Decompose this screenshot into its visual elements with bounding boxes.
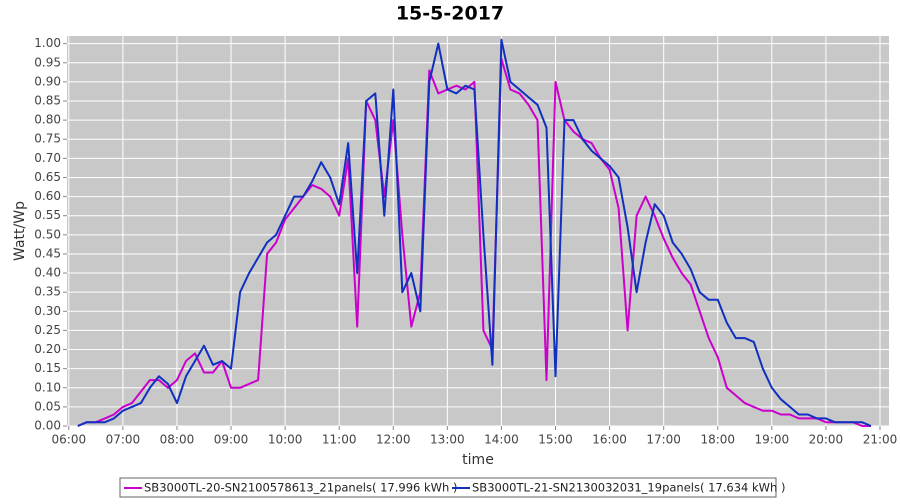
y-tick-label: 0.60 bbox=[34, 189, 61, 203]
x-tick-label: 20:00 bbox=[809, 433, 844, 447]
y-axis-label: Watt/Wp bbox=[12, 201, 28, 261]
y-tick-label: 0.20 bbox=[34, 342, 61, 356]
y-tick-label: 0.25 bbox=[34, 323, 61, 337]
x-tick-label: 10:00 bbox=[268, 433, 303, 447]
y-tick-label: 0.00 bbox=[34, 419, 61, 433]
y-tick-label: 0.50 bbox=[34, 227, 61, 241]
y-tick-label: 0.55 bbox=[34, 208, 61, 222]
y-tick-label: 0.95 bbox=[34, 55, 61, 69]
x-tick-label: 09:00 bbox=[214, 433, 249, 447]
x-tick-label: 17:00 bbox=[646, 433, 681, 447]
y-tick-label: 0.90 bbox=[34, 74, 61, 88]
y-tick-label: 0.15 bbox=[34, 361, 61, 375]
y-tick-label: 0.40 bbox=[34, 266, 61, 280]
y-tick-label: 0.30 bbox=[34, 304, 61, 318]
y-tick-label: 1.00 bbox=[34, 36, 61, 50]
x-tick-label: 18:00 bbox=[700, 433, 735, 447]
x-tick-label: 08:00 bbox=[160, 433, 195, 447]
y-tick-label: 0.35 bbox=[34, 285, 61, 299]
x-tick-label: 13:00 bbox=[430, 433, 465, 447]
y-tick-label: 0.80 bbox=[34, 113, 61, 127]
legend-label: SB3000TL-21-SN2130032031_19panels( 17.63… bbox=[472, 481, 785, 495]
x-axis-label: time bbox=[462, 452, 494, 468]
y-tick-label: 0.65 bbox=[34, 170, 61, 184]
y-tick-label: 0.10 bbox=[34, 380, 61, 394]
x-tick-label: 06:00 bbox=[52, 433, 87, 447]
x-tick-label: 12:00 bbox=[376, 433, 411, 447]
series-line bbox=[77, 57, 871, 427]
y-tick-label: 0.05 bbox=[34, 399, 61, 413]
x-tick-label: 07:00 bbox=[106, 433, 141, 447]
x-tick-label: 14:00 bbox=[484, 433, 519, 447]
x-tick-label: 16:00 bbox=[592, 433, 627, 447]
y-tick-label: 0.85 bbox=[34, 94, 61, 108]
series-line bbox=[77, 38, 872, 427]
legend bbox=[119, 477, 777, 498]
chart-title: 15-5-2017 bbox=[396, 3, 504, 25]
y-tick-label: 0.45 bbox=[34, 246, 61, 260]
y-tick-label: 0.70 bbox=[34, 151, 61, 165]
x-tick-label: 15:00 bbox=[538, 433, 573, 447]
x-tick-label: 21:00 bbox=[863, 433, 898, 447]
legend-label: SB3000TL-20-SN2100578613_21panels( 17.99… bbox=[144, 481, 457, 495]
x-tick-label: 19:00 bbox=[755, 433, 790, 447]
x-tick-label: 11:00 bbox=[322, 433, 357, 447]
y-tick-label: 0.75 bbox=[34, 132, 61, 146]
